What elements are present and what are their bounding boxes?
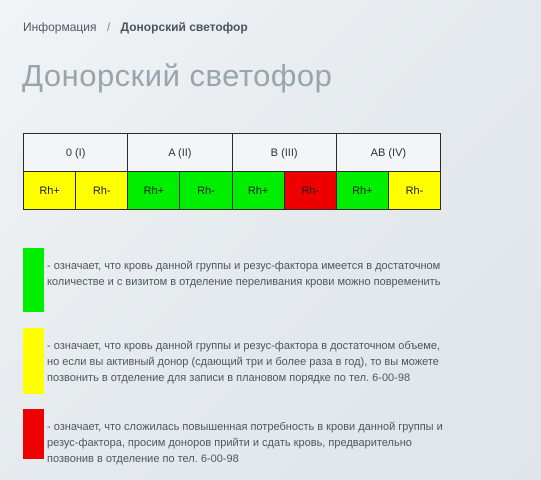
donor-traffic-light-table: 0 (I) A (II) B (III) AB (IV) Rh+ Rh- Rh+…	[22, 133, 442, 210]
status-cell-ab-rh-minus: Rh-	[387, 171, 442, 210]
rh-status-row: Rh+ Rh- Rh+ Rh- Rh+ Rh- Rh+ Rh-	[22, 171, 442, 210]
status-cell-0-rh-minus: Rh-	[75, 171, 129, 210]
legend-swatch-red	[23, 409, 44, 459]
breadcrumb: Информация / Донорский светофор	[23, 20, 248, 34]
status-cell-0-rh-plus: Rh+	[22, 171, 77, 210]
legend-item-yellow: - означает, что кровь данной группы и ре…	[23, 328, 443, 394]
legend-text-yellow: - означает, что кровь данной группы и ре…	[47, 340, 441, 384]
blood-group-a: A (II)	[127, 133, 233, 172]
blood-group-b: B (III)	[231, 133, 337, 172]
breadcrumb-link-info[interactable]: Информация	[23, 20, 97, 34]
legend-text-red: - означает, что сложилась повышенная пот…	[47, 421, 443, 465]
legend-swatch-yellow	[23, 328, 44, 394]
legend-item-green: - означает, что кровь данной группы и ре…	[23, 248, 443, 312]
legend-swatch-green	[23, 248, 44, 312]
blood-group-ab: AB (IV)	[335, 133, 442, 172]
status-cell-b-rh-plus: Rh+	[231, 171, 285, 210]
legend-item-red: - означает, что сложилась повышенная пот…	[23, 409, 443, 465]
breadcrumb-current: Донорский светофор	[120, 20, 248, 34]
status-cell-a-rh-minus: Rh-	[179, 171, 233, 210]
blood-group-header-row: 0 (I) A (II) B (III) AB (IV)	[22, 133, 442, 172]
status-cell-b-rh-minus: Rh-	[283, 171, 337, 210]
breadcrumb-separator: /	[106, 20, 111, 34]
status-cell-ab-rh-plus: Rh+	[335, 171, 389, 210]
legend-text-green: - означает, что кровь данной группы и ре…	[47, 260, 441, 288]
blood-group-0: 0 (I)	[22, 133, 129, 172]
status-cell-a-rh-plus: Rh+	[127, 171, 181, 210]
page-title: Донорский светофор	[22, 58, 333, 93]
